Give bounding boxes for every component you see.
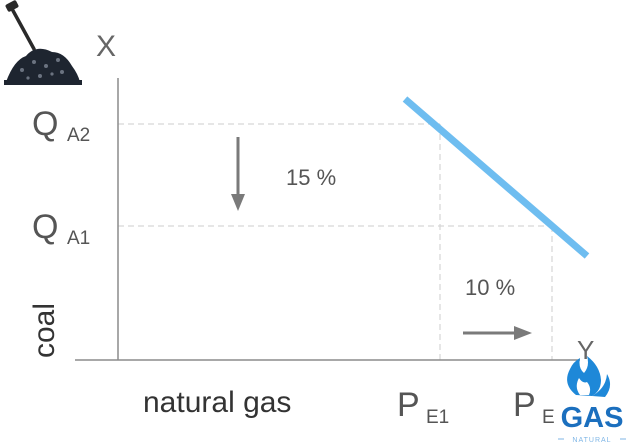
y-axis-letter: X xyxy=(96,30,117,63)
gas-logo-text: GAS xyxy=(561,402,624,434)
y-tick-qa2-sub: A2 xyxy=(67,125,91,146)
gas-flame-icon xyxy=(567,356,611,397)
y-tick-qa2-main: Q xyxy=(32,105,59,143)
coal-pile-icon xyxy=(4,0,82,85)
blue-curve xyxy=(402,96,590,259)
x-tick-pe-main: P xyxy=(513,386,536,424)
down-change-label: 15 % xyxy=(286,165,337,190)
y-axis-title: coal xyxy=(28,302,61,358)
x-axis-letter: Y xyxy=(577,335,595,365)
x-tick-pe1-main: P xyxy=(397,386,420,424)
gas-logo-subtext: NATURAL xyxy=(572,437,611,444)
x-axis-title: natural gas xyxy=(143,386,292,419)
y-tick-qa1-main: Q xyxy=(32,208,59,246)
x-tick-pe-sub: E xyxy=(542,407,555,428)
y-tick-qa1-sub: A1 xyxy=(67,228,91,249)
right-arrow xyxy=(463,326,532,340)
x-tick-pe1-sub: E1 xyxy=(426,407,450,428)
down-arrow xyxy=(231,137,245,211)
right-change-label: 10 % xyxy=(465,275,516,300)
